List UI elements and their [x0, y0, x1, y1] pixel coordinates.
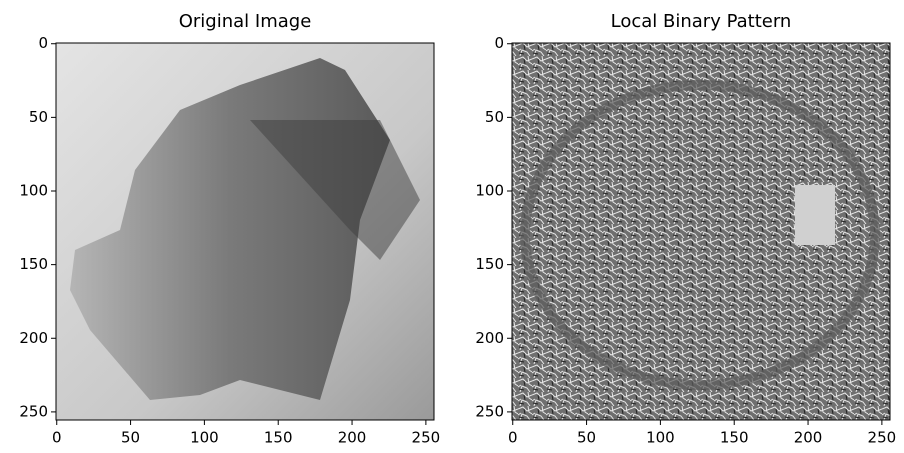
x-tick-label: 50	[121, 429, 140, 447]
axes-title: Local Binary Pattern	[611, 11, 792, 32]
y-tick-label: 200	[475, 329, 504, 347]
y-tick-label: 250	[475, 402, 504, 420]
y-tick-label: 200	[19, 329, 48, 347]
x-tick-label: 200	[338, 429, 367, 447]
figure: Original Image05010015020025005010015020…	[0, 0, 904, 453]
y-tick-label: 0	[494, 34, 504, 52]
y-tick-label: 50	[29, 108, 48, 126]
x-tick-label: 150	[720, 429, 749, 447]
y-tick-label: 50	[485, 108, 504, 126]
y-tick-label: 0	[38, 34, 48, 52]
x-tick-label: 250	[868, 429, 897, 447]
axes-title: Original Image	[179, 11, 312, 32]
y-tick-label: 100	[475, 182, 504, 200]
x-tick-label: 200	[794, 429, 823, 447]
y-tick-label: 250	[19, 402, 48, 420]
y-tick-label: 150	[19, 255, 48, 273]
image-content	[795, 185, 835, 245]
x-tick-label: 100	[190, 429, 219, 447]
x-tick-label: 50	[577, 429, 596, 447]
x-tick-label: 250	[412, 429, 441, 447]
x-tick-label: 0	[508, 429, 518, 447]
x-tick-label: 150	[264, 429, 293, 447]
x-tick-label: 0	[52, 429, 62, 447]
x-tick-label: 100	[646, 429, 675, 447]
y-tick-label: 100	[19, 182, 48, 200]
y-tick-label: 150	[475, 255, 504, 273]
